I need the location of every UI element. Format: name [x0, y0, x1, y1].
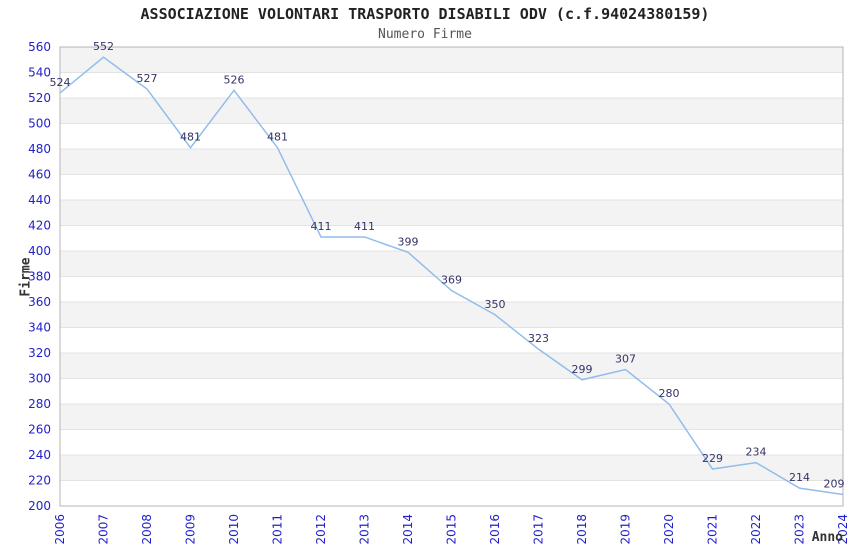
x-tick-label: 2021 — [706, 514, 720, 545]
x-axis-title: Anno — [811, 530, 843, 545]
data-point-label: 307 — [615, 353, 636, 366]
x-tick-label: 2024 — [836, 514, 850, 545]
x-tick-label: 2022 — [749, 514, 763, 545]
y-tick-label: 280 — [28, 397, 51, 411]
x-tick-label: 2008 — [140, 514, 154, 545]
x-tick-label: 2012 — [314, 514, 328, 545]
y-tick-label: 540 — [28, 66, 51, 80]
data-point-label: 481 — [180, 131, 201, 144]
y-tick-label: 420 — [28, 219, 51, 233]
x-tick-label: 2020 — [662, 514, 676, 545]
x-tick-label: 2016 — [488, 514, 502, 545]
chart-title: ASSOCIAZIONE VOLONTARI TRASPORTO DISABIL… — [140, 5, 710, 23]
data-point-label: 299 — [572, 363, 593, 376]
x-tick-label: 2006 — [53, 514, 67, 545]
x-tick-label: 2011 — [271, 514, 285, 545]
x-tick-label: 2018 — [575, 514, 589, 545]
data-point-label: 526 — [224, 73, 245, 86]
y-tick-label: 300 — [28, 372, 51, 386]
data-point-label: 214 — [789, 471, 810, 484]
y-tick-label: 240 — [28, 448, 51, 462]
x-tick-label: 2009 — [184, 514, 198, 545]
y-tick-label: 500 — [28, 117, 51, 131]
y-tick-label: 360 — [28, 295, 51, 309]
data-point-label: 552 — [93, 40, 114, 53]
y-tick-label: 440 — [28, 193, 51, 207]
plot-band — [60, 47, 843, 73]
y-tick-label: 400 — [28, 244, 51, 258]
x-tick-label: 2013 — [358, 514, 372, 545]
plot-band — [60, 149, 843, 175]
plot-band — [60, 302, 843, 328]
series-line — [59, 56, 844, 496]
data-point-label: 527 — [137, 72, 158, 85]
data-point-label: 369 — [441, 274, 462, 287]
data-point-label: 350 — [485, 298, 506, 311]
y-tick-label: 320 — [28, 346, 51, 360]
x-tick-label: 2017 — [532, 514, 546, 545]
y-tick-label: 340 — [28, 321, 51, 335]
data-point-label: 280 — [659, 387, 680, 400]
x-tick-label: 2015 — [445, 514, 459, 545]
y-tick-label: 480 — [28, 142, 51, 156]
plot-band — [60, 404, 843, 430]
data-point-label: 234 — [746, 446, 767, 459]
plot-band — [60, 200, 843, 226]
plot-band — [60, 251, 843, 277]
x-tick-label: 2014 — [401, 514, 415, 545]
x-tick-label: 2007 — [97, 514, 111, 545]
y-tick-label: 520 — [28, 91, 51, 105]
x-tick-label: 2019 — [619, 514, 633, 545]
plot-band — [60, 353, 843, 379]
x-tick-label: 2023 — [793, 514, 807, 545]
y-tick-label: 460 — [28, 168, 51, 182]
data-point-label: 481 — [267, 131, 288, 144]
data-point-label: 229 — [702, 452, 723, 465]
x-tick-label: 2010 — [227, 514, 241, 545]
plot-band — [60, 98, 843, 124]
data-point-label: 399 — [398, 235, 419, 248]
y-tick-label: 560 — [28, 40, 51, 54]
data-point-label: 524 — [50, 76, 71, 89]
y-tick-label: 200 — [28, 499, 51, 513]
data-point-label: 411 — [311, 220, 332, 233]
plot-border — [59, 46, 844, 507]
y-tick-label: 380 — [28, 270, 51, 284]
data-point-label: 411 — [354, 220, 375, 233]
chart-subtitle: Numero Firme — [378, 27, 472, 42]
y-tick-label: 260 — [28, 423, 51, 437]
y-tick-label: 220 — [28, 474, 51, 488]
data-point-label: 323 — [528, 332, 549, 345]
y-axis-title: Firme — [18, 257, 34, 297]
data-point-label: 209 — [824, 478, 845, 491]
